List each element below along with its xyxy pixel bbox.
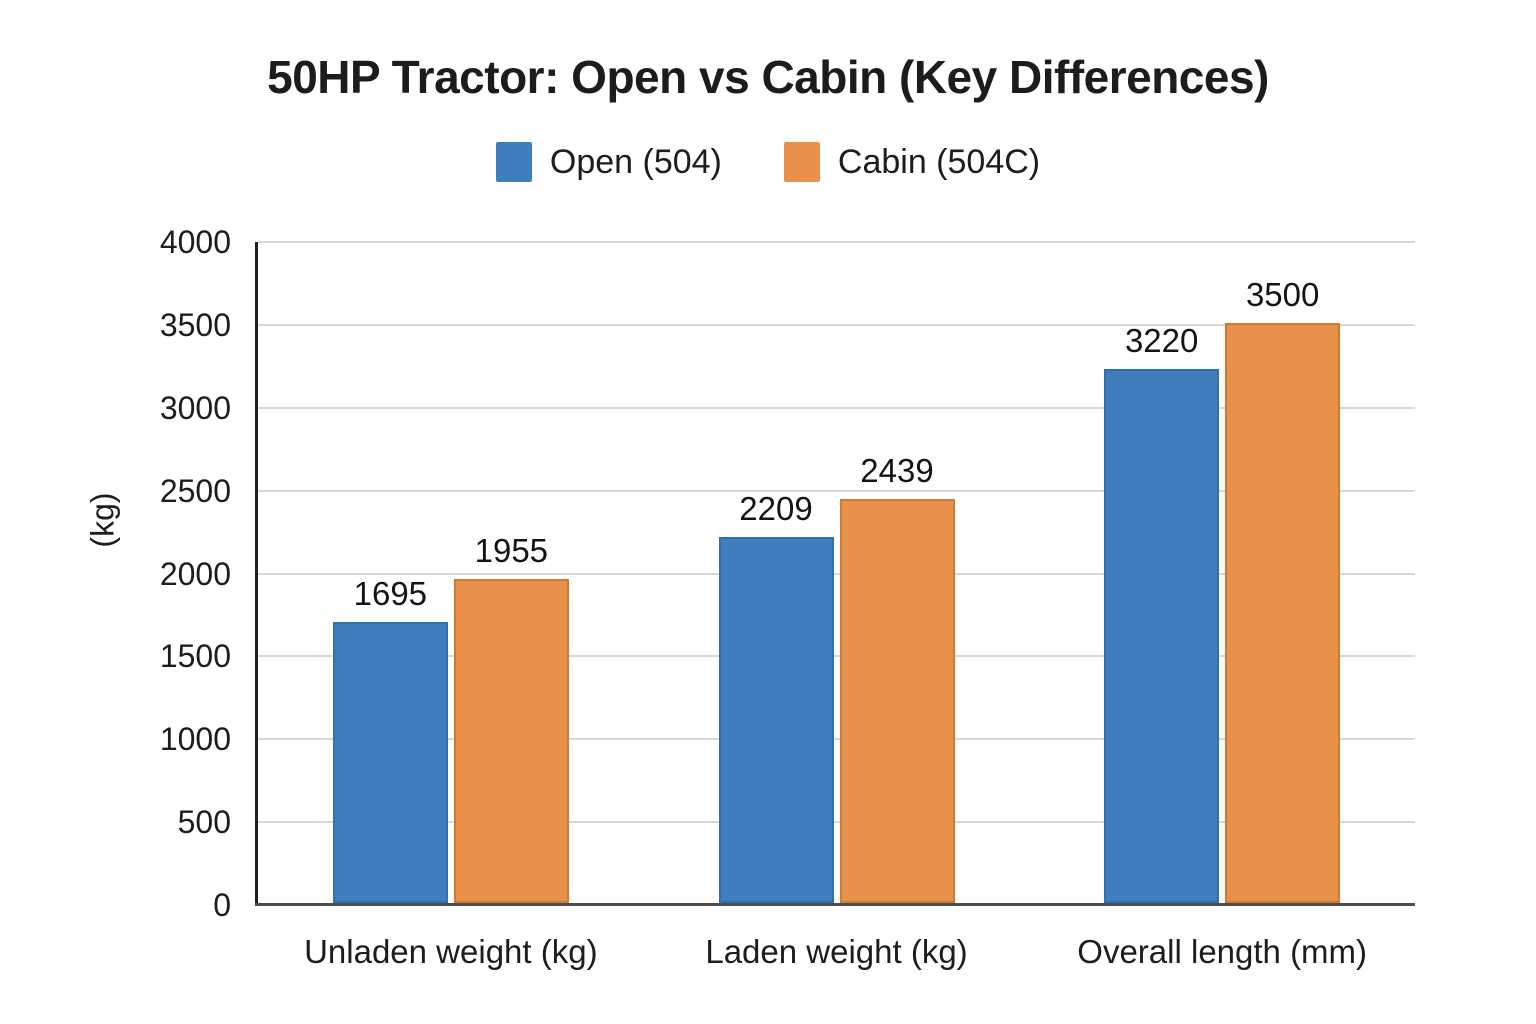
legend-label-cabin: Cabin (504C) xyxy=(837,142,1041,181)
legend-item-open: Open (504) xyxy=(495,142,722,182)
bar-cabin-504c-unladen-weight-kg xyxy=(453,578,569,903)
bar-cabin-504c-laden-weight-kg xyxy=(839,498,955,903)
gridline-3500 xyxy=(258,323,1415,326)
bar-value-label-cabin-504c-overall-length-mm: 3500 xyxy=(1245,275,1320,313)
y-tick-label-4000: 4000 xyxy=(159,224,231,260)
y-tick-label-500: 500 xyxy=(177,804,231,841)
plot-area: 0 500 1000 1500 2000 2500 3000 3500 4000 1695 1955… xyxy=(160,226,1415,970)
x-category-label-laden-weight-kg: Laden weight (kg) xyxy=(705,933,968,970)
bar-value-label-open-504-laden-weight-kg: 2209 xyxy=(739,489,813,527)
y-tick-label-1000: 1000 xyxy=(159,721,231,758)
bar-cabin-504c-overall-length-mm xyxy=(1225,322,1341,903)
bar-open-504-laden-weight-kg xyxy=(718,536,834,903)
x-category-label-unladen-weight-kg: Unladen weight (kg) xyxy=(304,933,598,970)
bar-value-label-cabin-504c-unladen-weight-kg: 1955 xyxy=(474,531,549,569)
chart-title: 50HP Tractor: Open vs Cabin (Key Differe… xyxy=(267,51,1269,103)
gridline-500 xyxy=(258,821,1415,824)
legend-swatch-cabin-icon xyxy=(783,142,820,182)
legend-swatch-open-icon xyxy=(495,142,532,182)
gridline-2500 xyxy=(258,489,1415,492)
bar-value-label-open-504-overall-length-mm: 3220 xyxy=(1124,322,1199,360)
y-axis-spine xyxy=(255,242,258,905)
y-tick-label-3500: 3500 xyxy=(159,306,231,343)
y-axis-label: (kg) xyxy=(84,492,121,548)
legend-label-open: Open (504) xyxy=(549,142,722,181)
bar-open-504-overall-length-mm xyxy=(1104,369,1220,903)
y-tick-label-2500: 2500 xyxy=(159,472,231,509)
y-tick-label-0: 0 xyxy=(213,887,231,923)
legend: Open (504) Cabin (504C) xyxy=(0,142,1536,182)
gridline-1500 xyxy=(258,655,1415,658)
y-tick-label-3000: 3000 xyxy=(159,389,231,426)
x-axis-line xyxy=(255,903,1415,906)
y-tick-label-1500: 1500 xyxy=(159,638,231,675)
gridline-4000 xyxy=(258,241,1415,243)
bar-value-label-open-504-unladen-weight-kg: 1695 xyxy=(353,575,428,613)
x-category-label-overall-length-mm: Overall length (mm) xyxy=(1077,933,1368,970)
legend-item-cabin: Cabin (504C) xyxy=(783,142,1041,182)
bar-value-label-cabin-504c-laden-weight-kg: 2439 xyxy=(860,451,934,489)
gridline-3000 xyxy=(258,406,1415,409)
gridline-1000 xyxy=(258,738,1415,741)
gridline-2000 xyxy=(258,572,1415,575)
bar-open-504-unladen-weight-kg xyxy=(332,622,448,903)
y-tick-label-2000: 2000 xyxy=(159,555,231,592)
